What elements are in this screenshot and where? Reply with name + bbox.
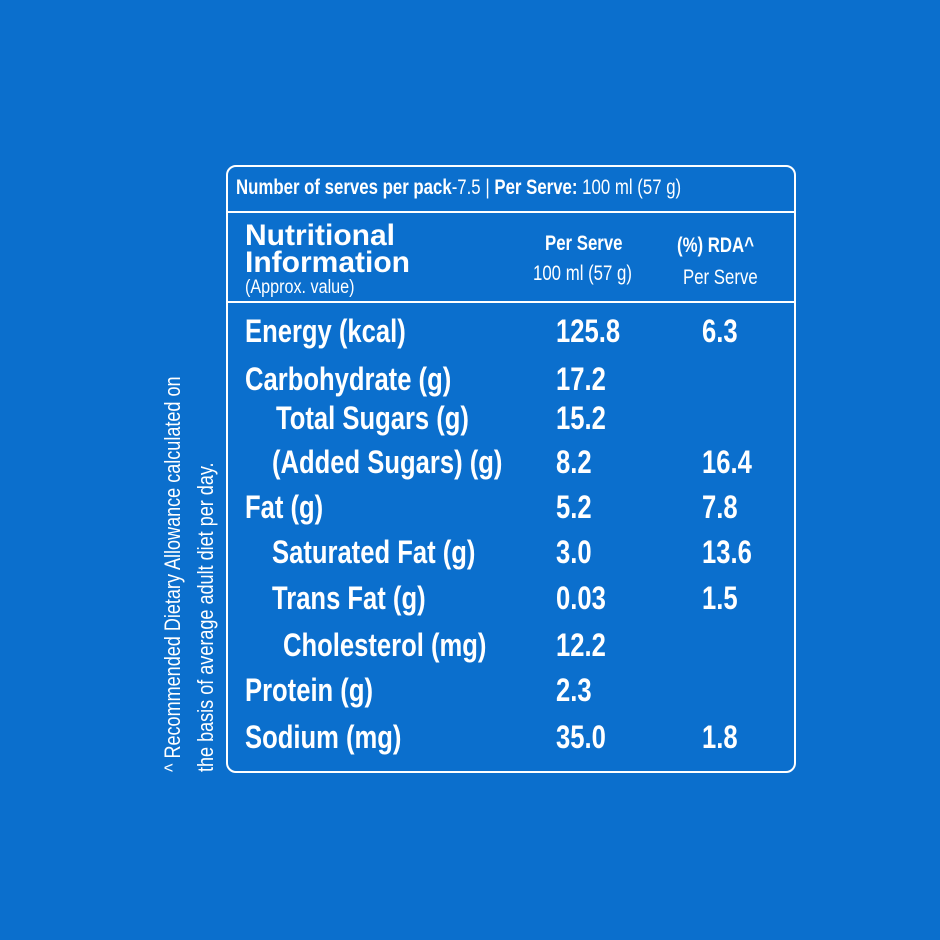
- divider: [226, 301, 796, 303]
- nutrient-value: 7.8: [702, 489, 746, 526]
- nutrient-value: 0.03: [556, 580, 618, 617]
- cell-text: 12.2: [556, 627, 606, 663]
- separator: |: [485, 176, 490, 199]
- nutrient-value: 15.2: [556, 400, 618, 437]
- cell-text: Saturated Fat (g): [272, 534, 476, 570]
- col-sub: Per Serve: [683, 266, 758, 289]
- nutrient-value: 35.0: [556, 719, 618, 756]
- cell-text: Trans Fat (g): [272, 580, 426, 616]
- cell-text: Sodium (mg): [245, 719, 402, 755]
- col-header: Per Serve: [683, 266, 776, 290]
- per-serve-value: 100 ml (57 g): [582, 176, 682, 199]
- cell-text: Total Sugars (g): [276, 400, 469, 436]
- nutrient-value: 1.8: [702, 719, 746, 756]
- divider: [226, 211, 796, 213]
- nutrient-name: (Added Sugars) (g): [272, 444, 560, 481]
- nutrient-value: 6.3: [702, 313, 746, 350]
- nutrient-name: Carbohydrate (g): [245, 361, 503, 398]
- cell-text: Energy (kcal): [245, 313, 406, 349]
- nutrient-value: 125.8: [556, 313, 636, 350]
- title-line: Information: [245, 246, 410, 279]
- nutrient-value: 3.0: [556, 534, 600, 571]
- cell-text: 125.8: [556, 313, 621, 349]
- title-note-text: (Approx. value): [245, 277, 355, 298]
- col-header: (%) RDA^: [677, 234, 773, 258]
- cell-text: 2.3: [556, 672, 592, 708]
- nutrient-value: 8.2: [556, 444, 600, 481]
- cell-text: 7.8: [702, 489, 738, 525]
- cell-text: 1.5: [702, 580, 738, 616]
- nutrient-name: Total Sugars (g): [276, 400, 517, 437]
- cell-text: Carbohydrate (g): [245, 361, 452, 397]
- cell-text: 35.0: [556, 719, 606, 755]
- nutrient-name: Sodium (mg): [245, 719, 441, 756]
- nutrient-name: Saturated Fat (g): [272, 534, 526, 571]
- serving-info: Number of serves per pack-7.5 | Per Serv…: [236, 176, 792, 200]
- cell-text: 8.2: [556, 444, 592, 480]
- nutrient-name: Cholesterol (mg): [283, 627, 537, 664]
- cell-text: 17.2: [556, 361, 606, 397]
- nutrient-value: 2.3: [556, 672, 600, 709]
- cell-text: 5.2: [556, 489, 592, 525]
- serves-label: Number of serves per pack: [236, 176, 452, 199]
- cell-text: Cholesterol (mg): [283, 627, 487, 663]
- footnote: ^ Recommended Dietary Allowance calculat…: [156, 192, 222, 772]
- col-title: (%) RDA^: [677, 234, 755, 257]
- nutrient-name: Protein (g): [245, 672, 405, 709]
- nutrient-value: 12.2: [556, 627, 618, 664]
- table-title: Nutritional Information: [245, 219, 410, 279]
- nutrient-value: 16.4: [702, 444, 764, 481]
- nutrient-value: 13.6: [702, 534, 764, 571]
- cell-text: 3.0: [556, 534, 592, 570]
- cell-text: (Added Sugars) (g): [272, 444, 503, 480]
- nutrient-value: 1.5: [702, 580, 746, 617]
- footnote-line: the basis of average adult diet per day.: [193, 462, 218, 772]
- serves-value: -7.5: [451, 176, 481, 199]
- nutrient-name: Fat (g): [245, 489, 343, 526]
- footnote-line: ^ Recommended Dietary Allowance calculat…: [160, 376, 185, 772]
- nutrient-name: Energy (kcal): [245, 313, 446, 350]
- cell-text: Fat (g): [245, 489, 324, 525]
- col-header: 100 ml (57 g): [533, 262, 657, 286]
- nutrient-value: 17.2: [556, 361, 618, 398]
- cell-text: 15.2: [556, 400, 606, 436]
- cell-text: Protein (g): [245, 672, 373, 708]
- col-sub: 100 ml (57 g): [533, 262, 632, 285]
- cell-text: 1.8: [702, 719, 738, 755]
- per-serve-label: Per Serve:: [494, 176, 578, 199]
- cell-text: 16.4: [702, 444, 752, 480]
- nutrition-box: [226, 165, 796, 773]
- nutrient-value: 5.2: [556, 489, 600, 526]
- col-header: Per Serve: [545, 232, 642, 256]
- col-title: Per Serve: [545, 232, 623, 255]
- cell-text: 13.6: [702, 534, 752, 570]
- title-line: Nutritional: [245, 219, 395, 252]
- nutrient-name: Trans Fat (g): [272, 580, 464, 617]
- cell-text: 0.03: [556, 580, 606, 616]
- title-note: (Approx. value): [245, 277, 374, 299]
- cell-text: 6.3: [702, 313, 738, 349]
